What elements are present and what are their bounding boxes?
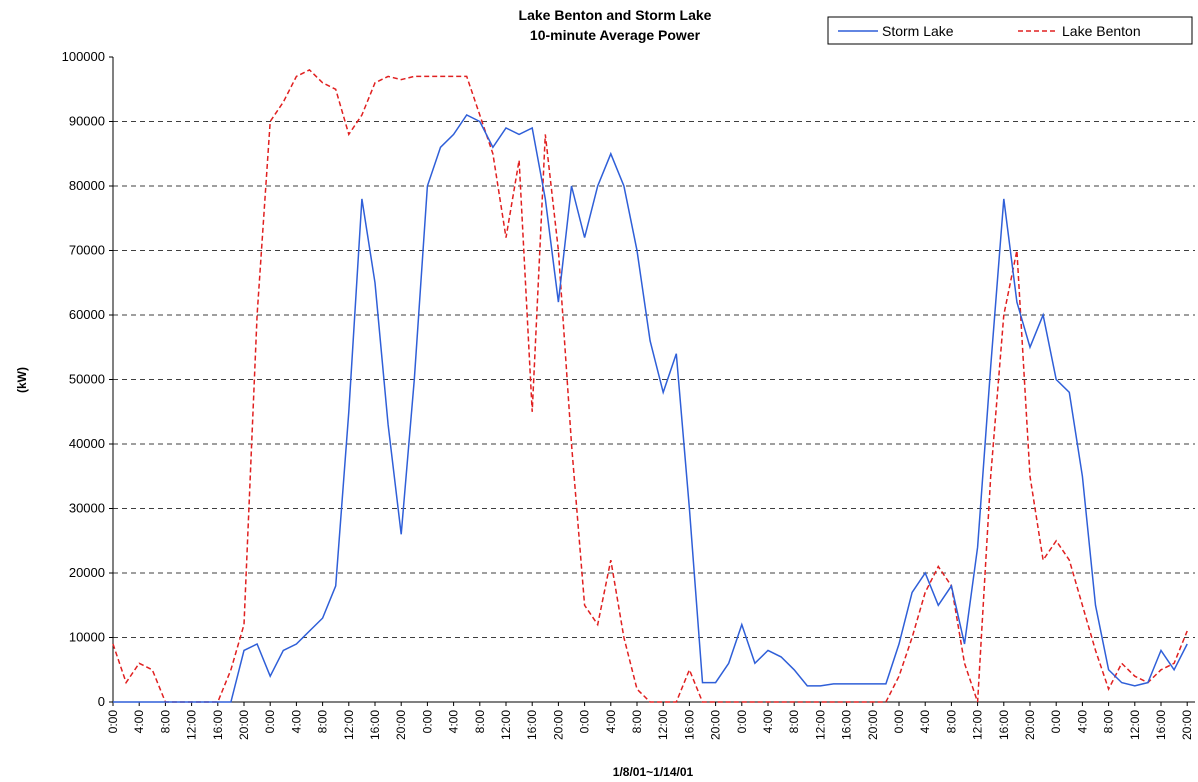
legend-label: Lake Benton xyxy=(1062,23,1141,39)
x-tick-label: 0:00 xyxy=(578,710,592,734)
series-line xyxy=(112,68,1188,703)
x-tick-label: 0:00 xyxy=(1049,710,1063,734)
chart-title: Lake Benton and Storm Lake xyxy=(519,7,712,23)
x-tick-label: 16:00 xyxy=(682,710,696,740)
x-tick-label: 16:00 xyxy=(840,710,854,740)
x-tick-label: 12:00 xyxy=(185,710,199,740)
x-tick-label: 20:00 xyxy=(551,710,565,740)
x-tick-label: 4:00 xyxy=(132,710,146,734)
x-tick-label: 0:00 xyxy=(106,710,120,734)
x-tick-label: 12:00 xyxy=(971,710,985,740)
x-tick-label: 0:00 xyxy=(263,710,277,734)
x-tick-label: 8:00 xyxy=(473,710,487,734)
x-tick-label: 4:00 xyxy=(604,710,618,734)
x-tick-label: 0:00 xyxy=(735,710,749,734)
y-tick-label: 50000 xyxy=(69,372,105,387)
x-tick-label: 12:00 xyxy=(1128,710,1142,740)
series-line xyxy=(113,114,1188,703)
y-tick-label: 30000 xyxy=(69,501,105,516)
x-tick-label: 12:00 xyxy=(499,710,513,740)
x-tick-label: 8:00 xyxy=(1102,710,1116,734)
x-axis-label: 1/8/01~1/14/01 xyxy=(613,765,694,779)
x-tick-label: 4:00 xyxy=(761,710,775,734)
x-tick-label: 16:00 xyxy=(368,710,382,740)
x-tick-label: 0:00 xyxy=(420,710,434,734)
x-tick-label: 20:00 xyxy=(1180,710,1194,740)
x-tick-label: 20:00 xyxy=(394,710,408,740)
x-tick-label: 12:00 xyxy=(342,710,356,740)
x-tick-label: 16:00 xyxy=(1154,710,1168,740)
x-tick-label: 20:00 xyxy=(709,710,723,740)
x-tick-label: 4:00 xyxy=(1075,710,1089,734)
y-tick-label: 80000 xyxy=(69,178,105,193)
x-tick-label: 4:00 xyxy=(289,710,303,734)
x-tick-label: 16:00 xyxy=(211,710,225,740)
y-tick-label: 100000 xyxy=(62,49,105,64)
x-tick-label: 8:00 xyxy=(944,710,958,734)
x-tick-label: 8:00 xyxy=(158,710,172,734)
y-tick-label: 60000 xyxy=(69,307,105,322)
legend-box xyxy=(827,16,1193,45)
chart-subtitle: 10-minute Average Power xyxy=(530,27,701,43)
y-tick-label: 90000 xyxy=(69,114,105,129)
x-tick-label: 20:00 xyxy=(237,710,251,740)
x-tick-label: 16:00 xyxy=(997,710,1011,740)
y-tick-label: 0 xyxy=(98,694,105,709)
y-tick-label: 10000 xyxy=(69,630,105,645)
x-tick-label: 20:00 xyxy=(866,710,880,740)
x-tick-label: 4:00 xyxy=(447,710,461,734)
x-tick-label: 20:00 xyxy=(1023,710,1037,740)
y-tick-label: 70000 xyxy=(69,243,105,258)
x-tick-label: 0:00 xyxy=(892,710,906,734)
x-tick-label: 12:00 xyxy=(813,710,827,740)
y-tick-label: 40000 xyxy=(69,436,105,451)
x-tick-label: 4:00 xyxy=(918,710,932,734)
x-tick-label: 8:00 xyxy=(630,710,644,734)
x-tick-label: 16:00 xyxy=(525,710,539,740)
x-tick-label: 8:00 xyxy=(787,710,801,734)
x-tick-label: 8:00 xyxy=(316,710,330,734)
y-tick-label: 20000 xyxy=(69,565,105,580)
y-axis-label: (kW) xyxy=(15,367,29,393)
legend-label: Storm Lake xyxy=(882,23,954,39)
x-tick-label: 12:00 xyxy=(656,710,670,740)
